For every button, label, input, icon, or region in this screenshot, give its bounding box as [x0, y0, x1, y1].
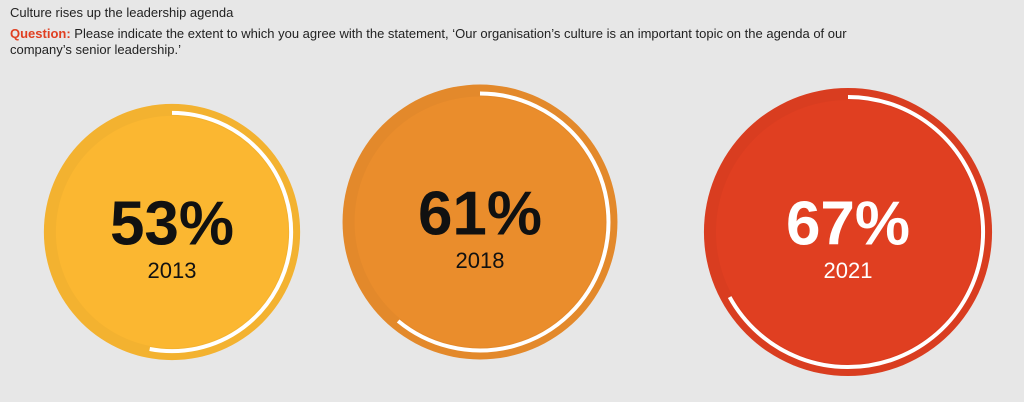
bubble-inner: [354, 96, 606, 348]
progress-arc: [396, 91, 611, 353]
question-block: Question: Please indicate the extent to …: [10, 26, 890, 58]
year-label: 2021: [824, 258, 873, 283]
value-label: 67%: [786, 189, 910, 258]
year-label: 2018: [456, 248, 505, 273]
year-label: 2013: [148, 258, 197, 283]
bubble-inner: [55, 115, 289, 349]
value-label: 61%: [418, 179, 542, 248]
progress-arc: [149, 110, 294, 354]
question-text: Please indicate the extent to which you …: [10, 26, 847, 57]
bubble-inner: [715, 99, 981, 365]
value-label: 53%: [110, 189, 234, 258]
header: Culture rises up the leadership agenda Q…: [10, 5, 890, 58]
question-label: Question:: [10, 26, 71, 41]
progress-arc: [727, 94, 986, 370]
chart-title: Culture rises up the leadership agenda: [10, 5, 234, 20]
